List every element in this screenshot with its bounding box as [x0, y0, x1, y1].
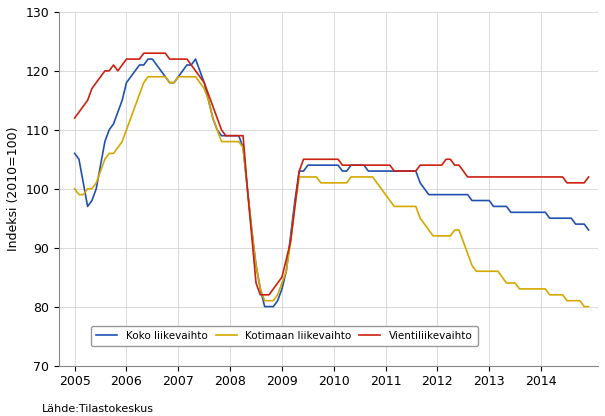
Koko liikevaihto: [486, 198, 493, 203]
Kotimaan liikevaihto: [585, 304, 592, 309]
Legend: Koko liikevaihto, Kotimaan liikevaihto, Vientiliikevaihto: Koko liikevaihto, Kotimaan liikevaihto, …: [91, 326, 477, 346]
Kotimaan liikevaihto: [581, 304, 588, 309]
Kotimaan liikevaihto: [71, 186, 78, 191]
Kotimaan liikevaihto: [183, 74, 191, 79]
Vientiliikevaihto: [183, 57, 191, 62]
Kotimaan liikevaihto: [572, 298, 579, 303]
Kotimaan liikevaihto: [430, 233, 437, 238]
Koko liikevaihto: [71, 151, 78, 156]
Y-axis label: Indeksi (2010=100): Indeksi (2010=100): [7, 126, 20, 251]
Vientiliikevaihto: [577, 181, 584, 186]
Vientiliikevaihto: [365, 163, 372, 168]
Vientiliikevaihto: [257, 292, 264, 297]
Vientiliikevaihto: [140, 51, 148, 56]
Koko liikevaihto: [577, 222, 584, 227]
Koko liikevaihto: [365, 168, 372, 173]
Vientiliikevaihto: [585, 174, 592, 179]
Vientiliikevaihto: [214, 116, 221, 121]
Koko liikevaihto: [183, 62, 191, 67]
Vientiliikevaihto: [434, 163, 441, 168]
Line: Vientiliikevaihto: Vientiliikevaihto: [74, 53, 589, 295]
Kotimaan liikevaihto: [145, 74, 152, 79]
Vientiliikevaihto: [71, 116, 78, 121]
Koko liikevaihto: [434, 192, 441, 197]
Vientiliikevaihto: [486, 174, 493, 179]
Koko liikevaihto: [214, 127, 221, 132]
Text: Lähde:Tilastokeskus: Lähde:Tilastokeskus: [42, 404, 154, 414]
Kotimaan liikevaihto: [361, 174, 368, 179]
Line: Koko liikevaihto: Koko liikevaihto: [74, 59, 589, 307]
Line: Kotimaan liikevaihto: Kotimaan liikevaihto: [74, 77, 589, 307]
Kotimaan liikevaihto: [482, 269, 489, 274]
Koko liikevaihto: [145, 57, 152, 62]
Koko liikevaihto: [261, 304, 268, 309]
Koko liikevaihto: [585, 228, 592, 233]
Kotimaan liikevaihto: [214, 127, 221, 132]
